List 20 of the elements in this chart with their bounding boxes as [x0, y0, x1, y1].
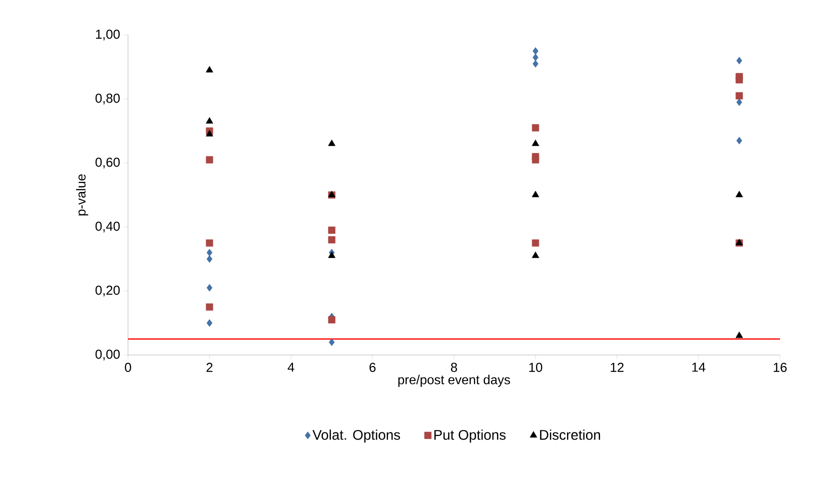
y-tick-label: 1,00: [96, 30, 120, 40]
x-tick-label: 16: [774, 362, 787, 372]
x-tick-label: 10: [529, 362, 542, 372]
y-tick-label: 0,60: [96, 158, 120, 168]
x-tick-label: 2: [206, 362, 212, 372]
x-axis-title: pre/post event days: [398, 374, 510, 387]
y-tick-label: 0,40: [96, 222, 120, 232]
y-tick-label: 0,20: [96, 286, 120, 296]
x-tick-label: 8: [450, 362, 458, 372]
legend-label: Discretion: [540, 430, 600, 440]
x-tick-label: 6: [370, 362, 376, 372]
x-tick-label: 0: [124, 362, 132, 372]
x-tick-label: 12: [610, 362, 624, 372]
x-tick-label: 14: [692, 362, 706, 372]
y-axis-title: p-value: [76, 174, 88, 216]
y-tick-label: 0,80: [96, 94, 120, 104]
y-tick-label: 0,00: [96, 350, 120, 360]
legend-label: Put Options: [434, 430, 506, 443]
legend-label: Volat. Options: [312, 430, 400, 443]
x-tick-label: 4: [288, 362, 294, 372]
